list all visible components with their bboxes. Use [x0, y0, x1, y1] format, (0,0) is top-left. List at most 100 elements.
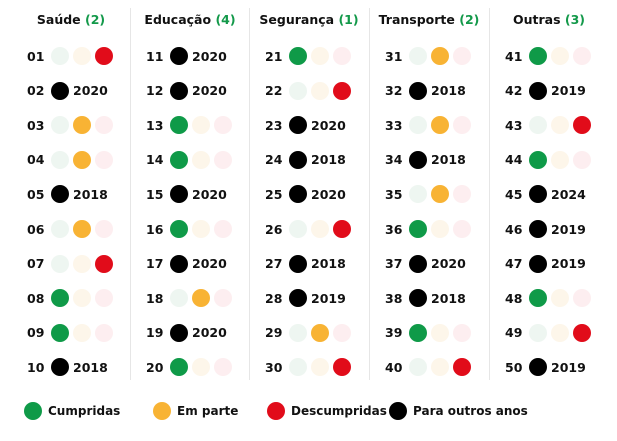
status-dot-green — [170, 150, 188, 169]
status-dot-green — [529, 289, 547, 308]
list-item: 02 2020 — [27, 81, 108, 101]
item-year: 2020 — [192, 186, 227, 202]
item-year: 2020 — [311, 117, 346, 133]
list-item: 43 — [505, 115, 591, 135]
item-number: 37 — [385, 256, 403, 272]
item-number: 45 — [505, 186, 523, 202]
status-dot-orange — [551, 47, 569, 65]
status-dot-green — [51, 47, 69, 65]
item-number: 21 — [265, 48, 283, 64]
item-number: 48 — [505, 290, 523, 306]
status-dot-black — [289, 254, 307, 273]
column-count: (1) — [338, 12, 359, 27]
status-dot-red — [214, 116, 232, 135]
item-year: 2018 — [311, 152, 346, 168]
status-dot-black — [409, 254, 427, 273]
status-dot-red — [95, 220, 113, 238]
item-number: 42 — [505, 83, 523, 99]
item-number: 35 — [385, 186, 403, 202]
list-item: 30 — [265, 357, 351, 377]
item-number: 39 — [385, 325, 403, 341]
status-dot-green — [170, 116, 188, 135]
list-item: 33 — [385, 115, 471, 135]
list-item: 05 2018 — [27, 184, 108, 204]
item-number: 01 — [27, 48, 45, 64]
status-dot-orange — [431, 220, 449, 238]
status-dot-red — [214, 358, 232, 377]
item-number: 41 — [505, 48, 523, 64]
list-item: 38 2018 — [385, 288, 466, 308]
list-item: 31 — [385, 46, 471, 66]
status-dot-red — [95, 289, 113, 308]
list-item: 17 2020 — [146, 254, 227, 274]
column-divider — [489, 8, 490, 380]
status-dot-green — [170, 220, 188, 238]
status-dot-black — [289, 116, 307, 135]
column-count: (4) — [215, 12, 236, 27]
status-dot-red — [95, 116, 113, 135]
column-title: Outras (3) — [512, 12, 586, 27]
status-dot-orange — [73, 323, 91, 342]
list-item: 37 2020 — [385, 254, 466, 274]
status-dot-red — [95, 150, 113, 169]
status-dot-orange — [431, 47, 449, 65]
status-dot-black — [529, 220, 547, 238]
status-dot-black — [409, 81, 427, 100]
status-dot-orange — [551, 289, 569, 308]
status-dot-black — [529, 185, 547, 204]
status-dot-red — [453, 47, 471, 65]
list-item: 18 — [146, 288, 232, 308]
status-dot-red — [333, 81, 351, 100]
item-number: 47 — [505, 256, 523, 272]
list-item: 21 — [265, 46, 351, 66]
item-number: 22 — [265, 83, 283, 99]
legend-item: Descumpridas — [267, 402, 387, 420]
status-dot-orange — [192, 358, 210, 377]
list-item: 25 2020 — [265, 184, 346, 204]
item-year: 2020 — [431, 256, 466, 272]
column-divider — [130, 8, 131, 380]
list-item: 01 — [27, 46, 113, 66]
status-dot-green — [170, 289, 188, 308]
item-year: 2019 — [551, 221, 586, 237]
item-number: 05 — [27, 186, 45, 202]
status-dot-green — [289, 47, 307, 65]
column-title: Educação (4) — [144, 12, 236, 27]
status-dot-black — [289, 185, 307, 204]
list-item: 48 — [505, 288, 591, 308]
status-dot-green — [51, 254, 69, 273]
item-number: 08 — [27, 290, 45, 306]
status-dot-black — [170, 81, 188, 100]
status-dot-orange — [551, 150, 569, 169]
item-number: 12 — [146, 83, 164, 99]
list-item: 10 2018 — [27, 357, 108, 377]
list-item: 46 2019 — [505, 219, 586, 239]
status-dot-red — [333, 358, 351, 377]
status-dot-orange — [311, 81, 329, 100]
status-dot-green — [529, 150, 547, 169]
item-number: 50 — [505, 359, 523, 375]
item-year: 2019 — [311, 290, 346, 306]
item-year: 2020 — [192, 325, 227, 341]
list-item: 04 — [27, 150, 113, 170]
status-dot-black — [529, 358, 547, 377]
item-number: 26 — [265, 221, 283, 237]
item-year: 2018 — [73, 186, 108, 202]
list-item: 50 2019 — [505, 357, 586, 377]
item-number: 49 — [505, 325, 523, 341]
status-dot-orange — [73, 289, 91, 308]
item-year: 2018 — [431, 152, 466, 168]
legend-dot-black — [389, 402, 407, 420]
status-dot-orange — [73, 150, 91, 169]
status-dot-orange — [551, 116, 569, 135]
item-number: 04 — [27, 152, 45, 168]
list-item: 44 — [505, 150, 591, 170]
list-item: 41 — [505, 46, 591, 66]
item-number: 31 — [385, 48, 403, 64]
item-year: 2019 — [551, 83, 586, 99]
status-dot-red — [333, 220, 351, 238]
status-dot-green — [409, 185, 427, 204]
status-dot-green — [51, 323, 69, 342]
item-number: 29 — [265, 325, 283, 341]
status-dot-red — [573, 323, 591, 342]
